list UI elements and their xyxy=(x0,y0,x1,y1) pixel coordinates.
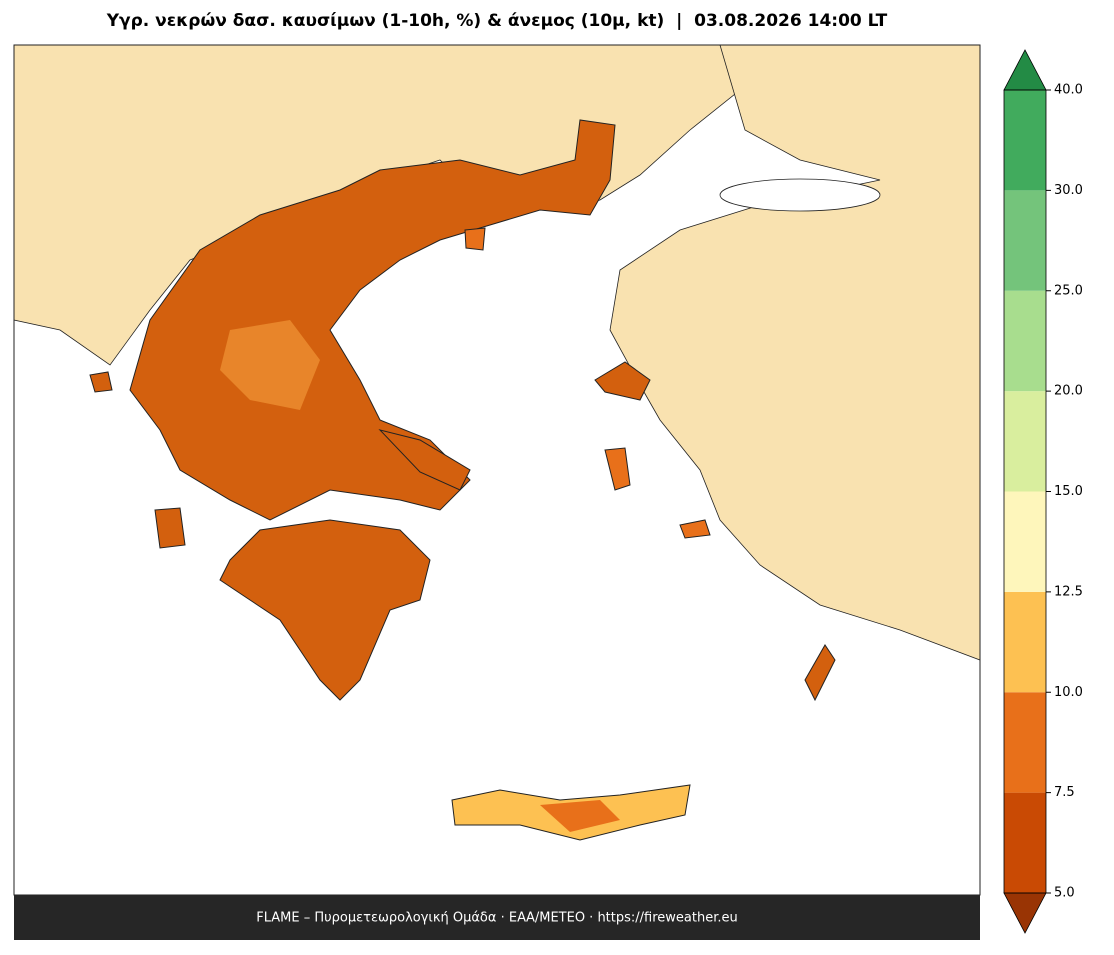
sea-marmara xyxy=(719,178,881,212)
footer-bar xyxy=(14,895,980,940)
colorbar-band xyxy=(1004,792,1046,893)
colorbar-tick-label: 10.0 xyxy=(1054,685,1083,700)
map xyxy=(13,44,981,896)
colorbar-band xyxy=(1004,190,1046,291)
colorbar-extend-high xyxy=(1003,49,1047,91)
land-lesvos xyxy=(594,361,651,401)
colorbar-tick-label: 25.0 xyxy=(1054,283,1083,298)
colorbar-tick-label: 20.0 xyxy=(1054,384,1083,399)
land-thasos xyxy=(464,227,486,251)
land-chios xyxy=(604,447,631,491)
footer: FLAME – Πυρομετεωρολογική Ομάδα · ΕΑΑ/ME… xyxy=(256,911,738,926)
colorbar-band xyxy=(1004,391,1046,492)
land-corfu xyxy=(89,371,113,393)
colorbar-tick-label: 40.0 xyxy=(1054,83,1083,98)
land-kefalonia xyxy=(154,507,186,549)
land-turkey xyxy=(609,44,981,661)
colorbar-tick-label: 7.5 xyxy=(1054,785,1075,800)
colorbar-band xyxy=(1004,290,1046,392)
colorbar-band xyxy=(1004,491,1046,592)
colorbar-band xyxy=(1004,692,1046,793)
land-evia xyxy=(378,429,471,491)
colorbar: 5.0 7.5 10.0 12.5 15.0 20.0 25.0 30.0 40.0 xyxy=(1003,49,1083,934)
colorbar-band xyxy=(1004,90,1046,191)
colorbar-extend-low xyxy=(1003,892,1047,934)
land-patch xyxy=(540,800,620,832)
colorbar-tick-label: 5.0 xyxy=(1054,886,1075,901)
colorbar-band xyxy=(1004,591,1046,693)
land-patch xyxy=(220,320,320,410)
land-samos xyxy=(679,519,711,539)
colorbar-tick-label: 12.5 xyxy=(1054,584,1083,599)
land-peloponnese xyxy=(219,519,431,701)
land-rhodes xyxy=(804,644,836,702)
land-greece-mainland xyxy=(129,119,616,521)
colorbar-tick-label: 30.0 xyxy=(1054,183,1083,198)
colorbar-tick-label: 15.0 xyxy=(1054,484,1083,499)
map-title: Υγρ. νεκρών δασ. καυσίμων (1-10h, %) & ά… xyxy=(106,11,888,31)
